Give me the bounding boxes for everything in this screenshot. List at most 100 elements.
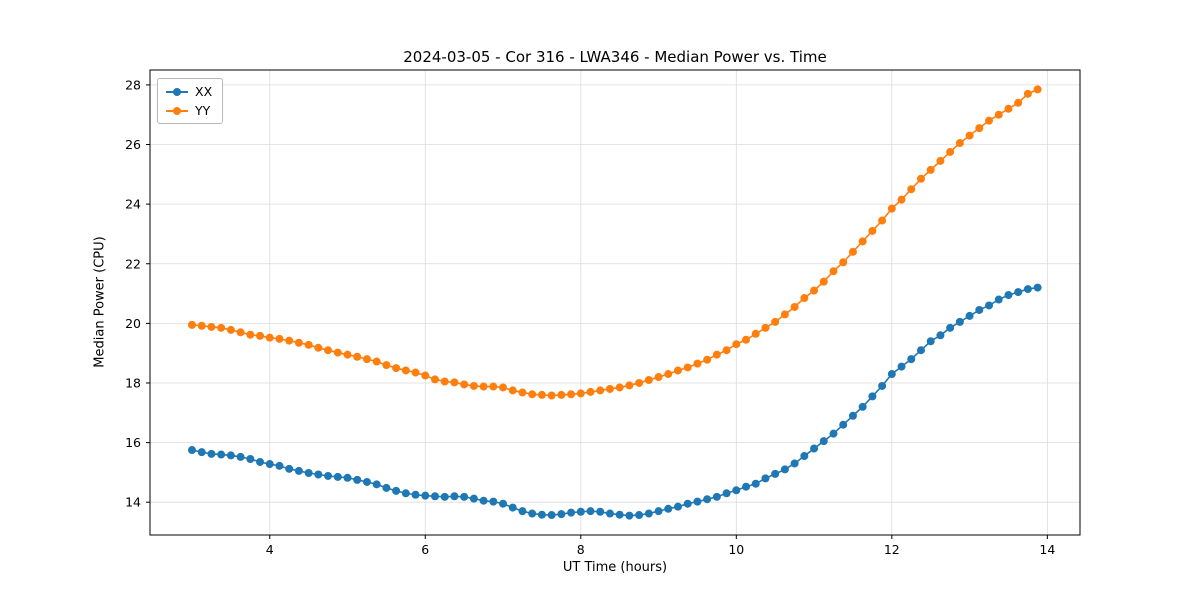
series-marker-yy [586,387,595,396]
series-marker-xx [362,477,371,486]
series-marker-xx [586,507,595,516]
series-marker-xx [479,496,488,505]
series-marker-yy [907,185,916,194]
series-marker-xx [518,507,527,516]
series-marker-yy [810,286,819,295]
series-marker-xx [557,510,566,519]
series-marker-yy [265,333,274,342]
series-marker-yy [372,357,381,366]
series-marker-yy [187,320,196,329]
series-marker-xx [848,411,857,420]
series-marker-xx [1004,291,1013,300]
series-marker-xx [965,311,974,320]
series-marker-xx [489,497,498,506]
series-marker-yy [722,346,731,355]
series-marker-xx [576,507,585,516]
series-marker-xx [771,469,780,478]
series-marker-xx [907,355,916,364]
series-marker-yy [499,383,508,392]
series-marker-xx [411,490,420,499]
series-marker-yy [226,325,235,334]
series-marker-xx [955,317,964,326]
series-marker-yy [751,329,760,338]
series-marker-yy [460,380,469,389]
series-marker-yy [926,165,935,174]
series-marker-yy [557,390,566,399]
series-marker-yy [965,131,974,140]
series-marker-yy [547,391,556,400]
series-marker-yy [839,258,848,267]
series-marker-yy [819,277,828,286]
series-marker-xx [460,492,469,501]
series-marker-xx [567,508,576,517]
x-tick-label: 6 [421,542,429,557]
series-marker-yy [742,335,751,344]
series-marker-yy [916,174,925,183]
series-marker-yy [878,216,887,225]
x-tick-label: 14 [1039,542,1055,557]
series-marker-xx [742,482,751,491]
series-marker-yy [732,340,741,349]
series-marker-yy [489,382,498,391]
series-marker-xx [294,466,303,475]
series-marker-xx [450,492,459,501]
series-marker-yy [197,321,206,330]
series-marker-xx [916,346,925,355]
series-marker-xx [236,452,245,461]
y-tick-label: 24 [125,197,141,212]
series-marker-xx [440,492,449,501]
series-marker-yy [567,390,576,399]
series-line-yy [191,88,1038,397]
legend-label-xx: XX [195,84,213,99]
series-marker-yy [635,378,644,387]
series-marker-xx [868,392,877,401]
series-marker-xx [673,502,682,511]
y-tick-label: 26 [125,137,141,152]
series-marker-xx [800,452,809,461]
series-marker-xx [499,499,508,508]
yy-series-swatch [166,106,188,116]
series-marker-xx [392,486,401,495]
series-marker-xx [353,475,362,484]
series-marker-xx [693,497,702,506]
series-marker-xx [946,323,955,332]
series-marker-yy [256,331,265,340]
series-marker-xx [421,491,430,500]
series-marker-xx [819,437,828,446]
y-tick-label: 22 [125,256,141,271]
series-marker-yy [343,350,352,359]
series-marker-yy [664,370,673,379]
series-marker-xx [635,511,644,520]
series-marker-xx [605,509,614,518]
series-marker-xx [256,457,265,466]
series-marker-xx [839,420,848,429]
series-marker-xx [207,449,216,458]
series-marker-yy [868,226,877,235]
series-marker-xx [732,486,741,495]
series-marker-yy [440,377,449,386]
series-marker-xx [975,305,984,314]
series-marker-yy [936,156,945,165]
series-marker-yy [946,147,955,156]
series-marker-yy [897,195,906,204]
series-marker-xx [790,459,799,468]
series-marker-xx [780,465,789,474]
legend-label-yy: YY [195,103,211,118]
series-marker-yy [469,381,478,390]
series-marker-xx [304,469,313,477]
series-marker-yy [790,302,799,311]
series-marker-xx [712,492,721,501]
series-marker-yy [673,366,682,375]
x-tick-label: 8 [577,542,585,557]
series-marker-xx [897,362,906,371]
series-marker-xx [275,461,284,470]
series-marker-yy [780,310,789,319]
series-marker-yy [421,371,430,380]
x-tick-label: 12 [884,542,900,557]
series-marker-yy [703,355,712,364]
series-marker-yy [683,363,692,372]
series-marker-xx [985,301,994,310]
series-marker-xx [343,473,352,482]
series-marker-yy [537,390,546,399]
